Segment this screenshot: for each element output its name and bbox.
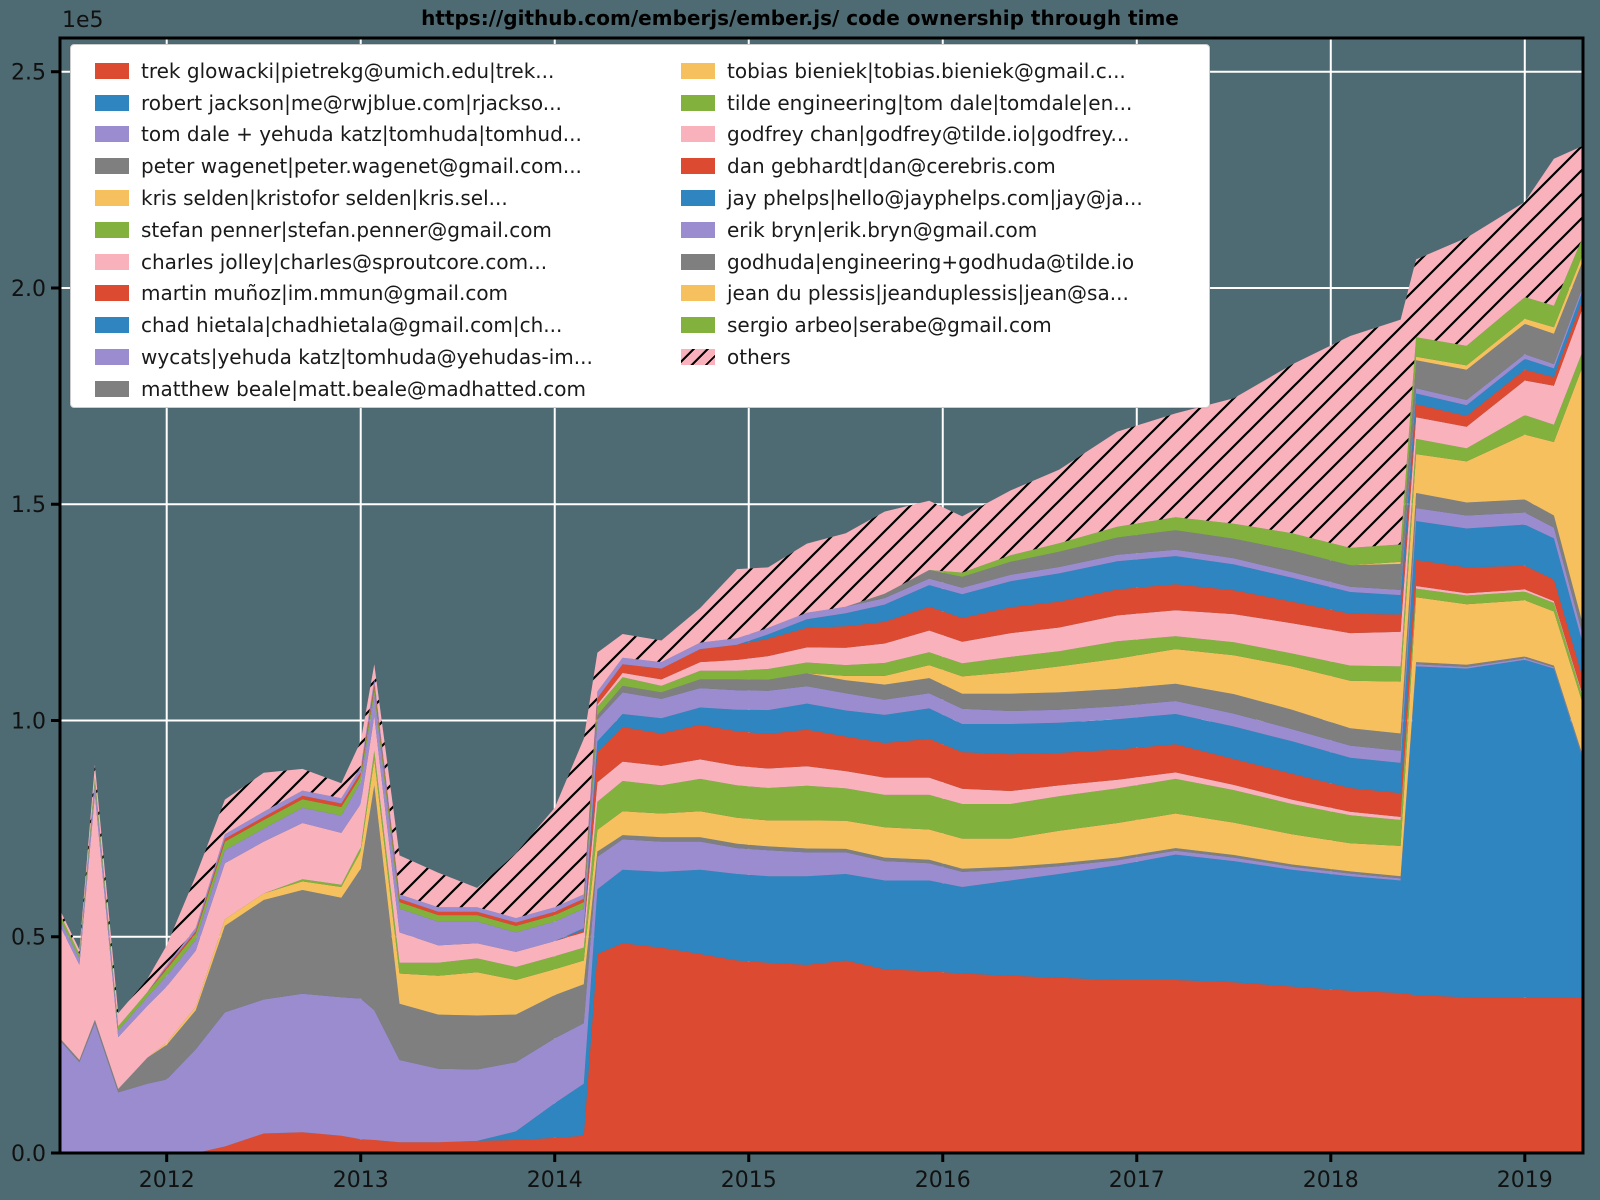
legend-item-dan-gebhardt: dan gebhardt|dan@cerebris.com — [681, 150, 1143, 182]
legend-item-stefan-penner: stefan penner|stefan.penner@gmail.com — [95, 214, 593, 246]
legend-label-trek-glowacki: trek glowacki|pietrekg@umich.edu|trek... — [141, 58, 555, 83]
x-tick-label-2016: 2016 — [915, 1168, 971, 1193]
legend-item-erik-bryn: erik bryn|erik.bryn@gmail.com — [681, 214, 1143, 246]
legend-item-jean-du-plessis: jean du plessis|jeanduplessis|jean@sa... — [681, 278, 1143, 310]
legend-item-chad-hietala: chad hietala|chadhietala@gmail.com|ch... — [95, 309, 593, 341]
area-tobias-bieniek — [60, 365, 1583, 1031]
legend-swatch-godfrey-chan — [681, 126, 715, 143]
y-tick-label-1.0: 1.0 — [11, 709, 46, 734]
y-tick-label-1.5: 1.5 — [11, 493, 46, 518]
area-wycats — [60, 508, 1583, 1038]
legend-swatch-kris-selden — [95, 190, 129, 207]
legend-label-sergio-arbeo: sergio arbeo|serabe@gmail.com — [727, 313, 1052, 338]
legend-label-kris-selden: kris selden|kristofor selden|kris.sel... — [141, 186, 508, 211]
legend-swatch-stefan-penner — [95, 221, 129, 238]
legend-label-martin-munoz: martin muñoz|im.mmun@gmail.com — [141, 281, 509, 306]
legend-item-sergio-arbeo: sergio arbeo|serabe@gmail.com — [681, 309, 1143, 341]
legend-label-tom-dale-yehuda-katz: tom dale + yehuda katz|tomhuda|tomhud... — [141, 122, 582, 147]
legend-label-dan-gebhardt: dan gebhardt|dan@cerebris.com — [727, 154, 1056, 179]
legend-swatch-matthew-beale — [95, 380, 129, 397]
x-tick-label-2014: 2014 — [527, 1168, 583, 1193]
legend-swatch-peter-wagenet — [95, 158, 129, 175]
y-tick-label-2.0: 2.0 — [11, 277, 46, 302]
legend-item-others: others — [681, 341, 1143, 373]
x-tick-label-2019: 2019 — [1497, 1168, 1553, 1193]
area-tom-dale-yehuda-katz — [60, 658, 1583, 1153]
legend-swatch-trek-glowacki — [95, 62, 129, 79]
legend-label-jean-du-plessis: jean du plessis|jeanduplessis|jean@sa... — [727, 281, 1129, 306]
legend-item-peter-wagenet: peter wagenet|peter.wagenet@gmail.com... — [95, 150, 593, 182]
legend-label-matthew-beale: matthew beale|matt.beale@madhatted.com — [141, 376, 586, 401]
legend-swatch-tilde-engineering — [681, 94, 715, 111]
legend-swatch-chad-hietala — [95, 317, 129, 334]
legend-item-jay-phelps: jay phelps|hello@jayphelps.com|jay@ja... — [681, 182, 1143, 214]
legend-item-robert-jackson: robert jackson|me@rwjblue.com|rjackso... — [95, 87, 593, 119]
y-tick-label-0.5: 0.5 — [11, 926, 46, 951]
legend-item-trek-glowacki: trek glowacki|pietrekg@umich.edu|trek... — [95, 55, 593, 87]
legend-column-2: tobias bieniek|tobias.bieniek@gmail.c...… — [681, 55, 1143, 373]
legend-item-tobias-bieniek: tobias bieniek|tobias.bieniek@gmail.c... — [681, 55, 1143, 87]
x-tick-label-2013: 2013 — [333, 1168, 389, 1193]
legend-item-godhuda: godhuda|engineering+godhuda@tilde.io — [681, 246, 1143, 278]
area-stefan-penner — [60, 588, 1583, 1089]
legend-label-chad-hietala: chad hietala|chadhietala@gmail.com|ch... — [141, 313, 563, 338]
legend-label-stefan-penner: stefan penner|stefan.penner@gmail.com — [141, 217, 552, 242]
legend-label-tilde-engineering: tilde engineering|tom dale|tomdale|en... — [727, 90, 1133, 115]
area-series-group — [60, 145, 1583, 1153]
legend-swatch-tobias-bieniek — [681, 62, 715, 79]
legend-item-tilde-engineering: tilde engineering|tom dale|tomdale|en... — [681, 87, 1143, 119]
legend-swatch-dan-gebhardt — [681, 158, 715, 175]
legend-column-1: trek glowacki|pietrekg@umich.edu|trek...… — [95, 55, 593, 405]
x-tick-label-2015: 2015 — [721, 1168, 777, 1193]
legend-item-wycats: wycats|yehuda katz|tomhuda@yehudas-im... — [95, 341, 593, 373]
legend-label-tobias-bieniek: tobias bieniek|tobias.bieniek@gmail.c... — [727, 58, 1126, 83]
legend-label-godhuda: godhuda|engineering+godhuda@tilde.io — [727, 249, 1135, 274]
legend-label-wycats: wycats|yehuda katz|tomhuda@yehudas-im... — [141, 345, 593, 370]
area-trek-glowacki — [60, 943, 1583, 1153]
legend-swatch-erik-bryn — [681, 221, 715, 238]
x-tick-label-2018: 2018 — [1303, 1168, 1359, 1193]
legend-label-others: others — [727, 345, 791, 370]
chart-title: https://github.com/emberjs/ember.js/ cod… — [421, 6, 1179, 30]
x-tick-label-2012: 2012 — [139, 1168, 195, 1193]
legend-item-martin-munoz: martin muñoz|im.mmun@gmail.com — [95, 278, 593, 310]
legend-swatch-martin-munoz — [95, 285, 129, 302]
area-others-hatch — [60, 145, 1583, 1027]
legend-box: trek glowacki|pietrekg@umich.edu|trek...… — [70, 44, 1210, 408]
legend-swatch-others — [681, 349, 715, 366]
legend-item-godfrey-chan: godfrey chan|godfrey@tilde.io|godfrey... — [681, 119, 1143, 151]
y-tick-label-2.5: 2.5 — [11, 61, 46, 86]
legend-item-kris-selden: kris selden|kristofor selden|kris.sel... — [95, 182, 593, 214]
legend-label-erik-bryn: erik bryn|erik.bryn@gmail.com — [727, 217, 1038, 242]
legend-swatch-wycats — [95, 349, 129, 366]
legend-swatch-tom-dale-yehuda-katz — [95, 126, 129, 143]
legend-item-charles-jolley: charles jolley|charles@sproutcore.com... — [95, 246, 593, 278]
legend-label-robert-jackson: robert jackson|me@rwjblue.com|rjackso... — [141, 90, 562, 115]
legend-swatch-jean-du-plessis — [681, 285, 715, 302]
area-robert-jackson — [60, 659, 1583, 1153]
legend-label-charles-jolley: charles jolley|charles@sproutcore.com... — [141, 249, 548, 274]
legend-swatch-sergio-arbeo — [681, 317, 715, 334]
area-kris-selden — [60, 597, 1583, 1089]
axes-spines — [58, 36, 1585, 1155]
legend-item-tom-dale-yehuda-katz: tom dale + yehuda katz|tomhuda|tomhud... — [95, 119, 593, 151]
axes: 2012 2013 2014 2015 2016 2017 2018 2019 0.0 0.5 1.… — [11, 36, 1585, 1193]
area-peter-wagenet — [60, 656, 1583, 1093]
legend-swatch-godhuda — [681, 253, 715, 270]
y-tick-label-0.0: 0.0 — [11, 1142, 46, 1167]
legend-swatch-jay-phelps — [681, 190, 715, 207]
y-axis-offset-label: 1e5 — [62, 8, 104, 33]
legend-swatch-charles-jolley — [95, 253, 129, 270]
legend-swatch-robert-jackson — [95, 94, 129, 111]
legend-label-peter-wagenet: peter wagenet|peter.wagenet@gmail.com... — [141, 154, 582, 179]
x-tick-label-2017: 2017 — [1109, 1168, 1165, 1193]
legend-item-matthew-beale: matthew beale|matt.beale@madhatted.com — [95, 373, 593, 405]
legend-label-jay-phelps: jay phelps|hello@jayphelps.com|jay@ja... — [727, 186, 1143, 211]
legend-label-godfrey-chan: godfrey chan|godfrey@tilde.io|godfrey... — [727, 122, 1130, 147]
